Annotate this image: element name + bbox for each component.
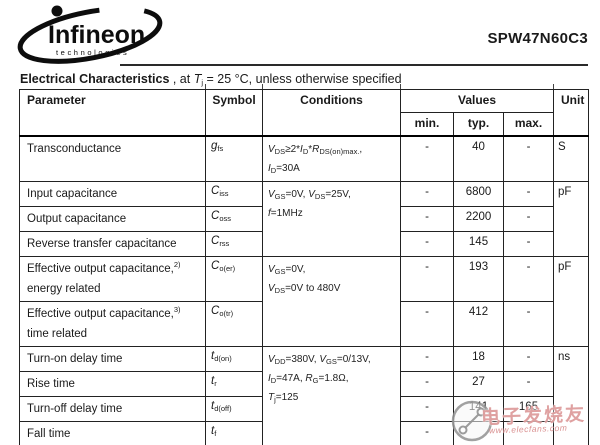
parameter-cell: Turn-on delay time bbox=[19, 346, 206, 372]
parameter-cell: Effective output capacitance,2) energy re… bbox=[19, 256, 206, 302]
logo-text: Infineon bbox=[48, 21, 145, 49]
value-typ-cell: 40 bbox=[453, 135, 504, 182]
value-min-cell: - bbox=[400, 256, 454, 302]
conditions-cell: VDS≥2*ID*RDS(on)max., ID=30A bbox=[262, 135, 401, 182]
conditions-cell: VGS=0V, VDS=0V to 480V bbox=[262, 256, 401, 347]
table-top-tick bbox=[262, 84, 263, 89]
unit-cell: pF bbox=[553, 181, 590, 257]
symbol-cell: tr bbox=[205, 371, 263, 397]
value-typ-cell: 27 bbox=[453, 371, 504, 397]
header-divider bbox=[120, 64, 588, 66]
logo-dot bbox=[51, 5, 63, 17]
value-max-cell: - bbox=[502, 181, 555, 207]
parameter-cell: Transconductance bbox=[19, 135, 206, 182]
table-top-tick bbox=[400, 84, 401, 89]
parameter-cell: Fall time bbox=[19, 421, 206, 445]
value-min-cell: - bbox=[400, 371, 454, 397]
table-row: Transconductance gfs VDS≥2*ID*RDS(on)max.,… bbox=[19, 135, 590, 182]
value-typ-cell: 145 bbox=[453, 231, 504, 257]
parameter-cell: Rise time bbox=[19, 371, 206, 397]
value-typ-cell: 193 bbox=[453, 256, 504, 302]
header-symbol: Symbol bbox=[205, 89, 263, 137]
value-min-cell: - bbox=[400, 346, 454, 372]
value-max-cell: 165 bbox=[502, 396, 555, 422]
symbol-cell: tf bbox=[205, 421, 263, 445]
table-row: Output capacitance Coss -2200- bbox=[19, 206, 589, 232]
table-body: Transconductance gfs VDS≥2*ID*RDS(on)max.,… bbox=[19, 135, 590, 445]
header-typ: typ. bbox=[453, 112, 504, 137]
value-min-cell: - bbox=[400, 396, 454, 422]
value-max-cell bbox=[502, 421, 555, 445]
symbol-cell: Co(er) bbox=[205, 256, 263, 302]
value-typ-cell: 412 bbox=[453, 301, 504, 347]
value-max-cell: - bbox=[502, 371, 555, 397]
table-top-tick bbox=[553, 84, 554, 89]
symbol-cell: Co(tr) bbox=[205, 301, 263, 347]
symbol-cell: td(off) bbox=[205, 396, 263, 422]
parameter-cell: Turn-off delay time bbox=[19, 396, 206, 422]
value-max-cell: - bbox=[502, 231, 555, 257]
value-max-cell: - bbox=[502, 346, 555, 372]
table-row: Fall time tf - bbox=[19, 421, 589, 445]
value-max-cell: - bbox=[502, 135, 555, 182]
part-number: SPW47N60C3 bbox=[487, 30, 588, 47]
header-max: max. bbox=[502, 112, 555, 137]
conditions-cell: VDD=380V, VGS=0/13V, ID=47A, RG=1.8Ω, Tj=1… bbox=[262, 346, 401, 445]
value-max-cell: - bbox=[502, 256, 555, 302]
header-min: min. bbox=[400, 112, 454, 137]
value-min-cell: - bbox=[400, 421, 454, 445]
value-min-cell: - bbox=[400, 231, 454, 257]
unit-cell: ns bbox=[553, 346, 590, 445]
value-min-cell: - bbox=[400, 301, 454, 347]
symbol-cell: Ciss bbox=[205, 181, 263, 207]
header-conditions: Conditions bbox=[262, 89, 401, 137]
symbol-cell: Crss bbox=[205, 231, 263, 257]
parameter-cell: Reverse transfer capacitance bbox=[19, 231, 206, 257]
symbol-cell: Coss bbox=[205, 206, 263, 232]
table-row: Input capacitance Ciss VGS=0V, VDS=25V, f=1… bbox=[19, 181, 590, 257]
logo-subtext: technologies bbox=[56, 48, 129, 57]
header-parameter: Parameter bbox=[19, 89, 206, 137]
table-row: Effective output capacitance,2) energy re… bbox=[19, 256, 590, 347]
value-typ-cell: 6800 bbox=[453, 181, 504, 207]
table-row: Rise time tr -27- bbox=[19, 371, 589, 397]
value-min-cell: - bbox=[400, 181, 454, 207]
table-row: Turn-on delay time td(on) VDD=380V, VGS=0/… bbox=[19, 346, 590, 445]
table-row: Reverse transfer capacitance Crss -145- bbox=[19, 231, 589, 257]
parameter-cell: Effective output capacitance,3) time rela… bbox=[19, 301, 206, 347]
table-row: Effective output capacitance,3) time rela… bbox=[19, 301, 589, 347]
symbol-cell: td(on) bbox=[205, 346, 263, 372]
unit-cell: pF bbox=[553, 256, 590, 347]
value-min-cell: - bbox=[400, 206, 454, 232]
value-typ-cell: 2200 bbox=[453, 206, 504, 232]
header-values: Values bbox=[399, 89, 555, 113]
value-max-cell: - bbox=[502, 206, 555, 232]
watermark-logo-icon bbox=[451, 400, 493, 442]
table-top-tick bbox=[205, 84, 206, 89]
value-max-cell: - bbox=[502, 301, 555, 347]
value-min-cell: - bbox=[400, 135, 454, 182]
unit-cell: S bbox=[553, 135, 590, 182]
electrical-characteristics-table: Parameter Symbol Conditions Values Unit … bbox=[19, 89, 590, 445]
parameter-cell: Output capacitance bbox=[19, 206, 206, 232]
section-title: Electrical Characteristics , at Tj = 25 … bbox=[20, 72, 402, 87]
symbol-cell: gfs bbox=[205, 135, 263, 182]
infineon-logo-swoosh: Infineon technologies bbox=[17, 5, 163, 64]
value-typ-cell: 18 bbox=[453, 346, 504, 372]
infineon-logo: Infineon technologies bbox=[12, 2, 172, 64]
conditions-cell: VGS=0V, VDS=25V, f=1MHz bbox=[262, 181, 401, 257]
header-unit: Unit bbox=[553, 89, 590, 137]
parameter-cell: Input capacitance bbox=[19, 181, 206, 207]
